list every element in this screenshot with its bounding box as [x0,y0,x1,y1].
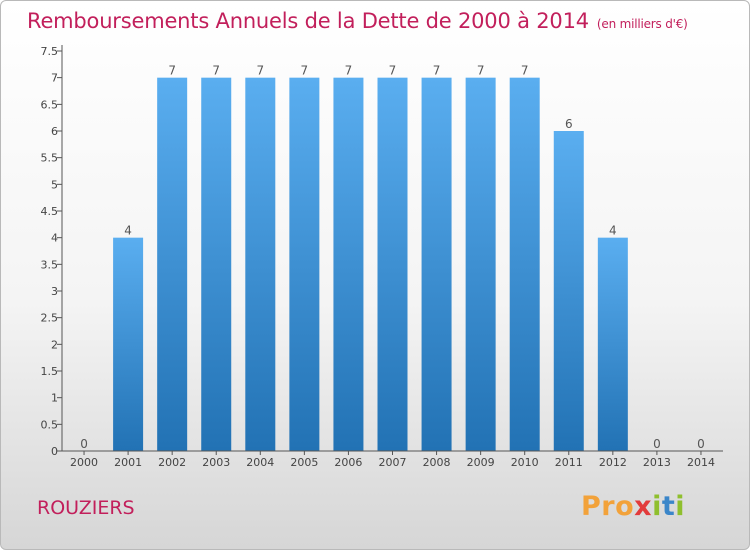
y-tick-label: 7.5 [41,45,59,58]
bar-value-label: 7 [345,64,353,78]
x-tick-label: 2013 [643,456,671,469]
bar [245,77,276,452]
y-tick-label: 5 [51,178,58,191]
y-tick-label: 4.5 [41,205,59,218]
x-tick-label: 2002 [158,456,186,469]
bar [157,77,188,452]
x-tick-label: 2014 [687,456,715,469]
x-tick-label: 2005 [290,456,318,469]
y-axis: 0 0.5 1 1.5 2 2.5 3 3.5 4 4.5 5 5.5 6 6.5 7 7.5 [41,45,63,458]
chart-title: Remboursements Annuels de la Dette de 20… [27,9,688,33]
y-tick-label: 0.5 [41,418,59,431]
x-tick-label: 2011 [555,456,583,469]
y-tick-label: 7 [51,72,58,85]
chart-subtitle: (en milliers d'€) [596,17,688,31]
bar-value-label: 7 [477,64,485,78]
bar-value-label: 4 [609,224,617,238]
bar [113,237,144,451]
bar [597,237,628,451]
bar-value-label: 7 [212,64,220,78]
y-tick-label: 6 [51,125,58,138]
bar-value-label: 6 [565,117,573,131]
y-tick-label: 1 [51,392,58,405]
bar-value-label: 0 [697,437,705,451]
bar [201,77,232,452]
bar-value-label: 7 [521,64,529,78]
x-axis: 2000 2001 2002 2003 2004 2005 2006 2007 2008 2009… [62,450,723,469]
bar-value-label: 7 [433,64,441,78]
bar-value-label: 0 [653,437,661,451]
location-label: ROUZIERS [37,497,135,519]
proxiti-logo: Proxiti [581,491,686,522]
bar [289,77,320,452]
bar-value-label: 7 [301,64,309,78]
y-tick-label: 6.5 [41,98,59,111]
bar [553,131,584,451]
bar [421,77,452,452]
x-tick-label: 2000 [70,456,98,469]
x-tick-label: 2009 [467,456,495,469]
bar-value-label: 7 [168,64,176,78]
y-tick-label: 0 [51,445,58,458]
bar-value-label: 7 [256,64,264,78]
bar [377,77,408,452]
x-tick-label: 2001 [114,456,142,469]
x-tick-label: 2010 [511,456,539,469]
bar [333,77,364,452]
y-tick-label: 2 [51,338,58,351]
x-tick-label: 2004 [246,456,274,469]
x-tick-label: 2008 [423,456,451,469]
bar [509,77,540,452]
y-tick-label: 4 [51,232,58,245]
x-tick-label: 2012 [599,456,627,469]
bar-value-label: 7 [389,64,397,78]
chart-title-text: Remboursements Annuels de la Dette de 20… [27,9,589,33]
bar [465,77,496,452]
y-tick-label: 5.5 [41,152,59,165]
bar-value-label: 0 [80,437,88,451]
y-tick-label: 3.5 [41,258,59,271]
x-tick-label: 2007 [379,456,407,469]
bars: 0 4 7 7 7 7 7 7 7 7 7 6 4 0 0 [80,64,705,452]
bar-value-label: 4 [124,224,132,238]
y-tick-label: 1.5 [41,365,59,378]
y-tick-label: 3 [51,285,58,298]
y-tick-label: 2.5 [41,312,59,325]
x-tick-label: 2003 [202,456,230,469]
x-tick-label: 2006 [334,456,362,469]
